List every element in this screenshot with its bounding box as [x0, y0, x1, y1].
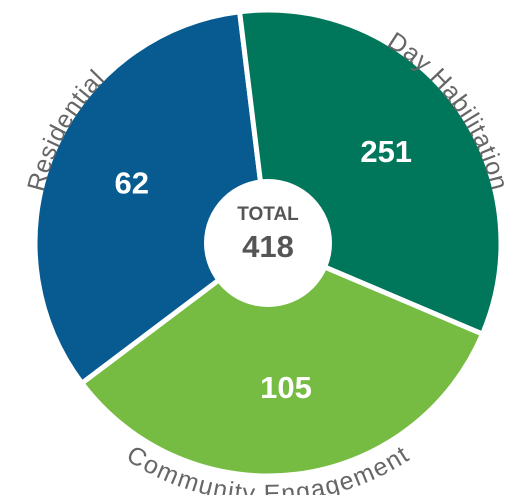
value-label: 251 — [360, 134, 412, 169]
center-label: TOTAL — [237, 204, 299, 225]
value-label: 105 — [260, 370, 312, 405]
center-total: 418 — [242, 229, 294, 264]
donut-hole — [204, 179, 332, 307]
slices — [32, 7, 504, 479]
value-label: 62 — [115, 165, 149, 200]
